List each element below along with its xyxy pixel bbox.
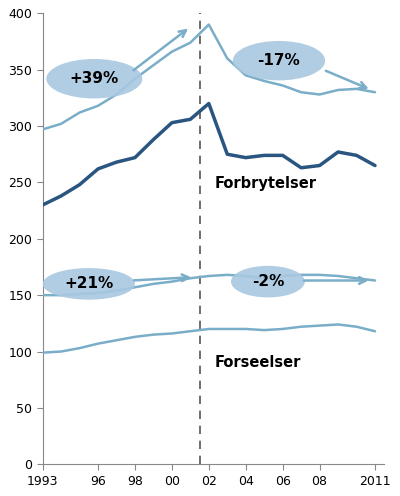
Text: Forbrytelser: Forbrytelser — [214, 176, 316, 191]
Text: Forseelser: Forseelser — [214, 355, 301, 371]
Text: +21%: +21% — [64, 276, 114, 291]
Text: -17%: -17% — [258, 53, 300, 68]
Ellipse shape — [43, 268, 135, 300]
Ellipse shape — [46, 59, 142, 98]
Ellipse shape — [233, 41, 325, 80]
Text: +39%: +39% — [70, 71, 119, 86]
Text: -2%: -2% — [252, 274, 284, 289]
Ellipse shape — [231, 266, 305, 298]
